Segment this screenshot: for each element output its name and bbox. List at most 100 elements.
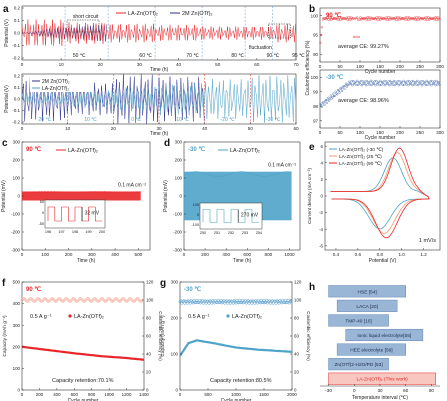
y-tick-label-f: 500: [13, 280, 21, 285]
x-tick-label-a-bottom: 50: [248, 126, 254, 131]
ce-point-minus30C: [398, 80, 401, 83]
ce-point-g: [250, 301, 254, 305]
x-tick-label-a-top: 30: [137, 62, 143, 67]
ce-point-minus30C: [397, 84, 400, 87]
panel-letter-e: e: [309, 142, 315, 153]
inset-y-tick-c: -50: [39, 222, 45, 226]
ce-point-minus30C: [356, 79, 359, 82]
ce-point-90C: [357, 35, 360, 39]
x-axis-label-h: Temperature interval (℃): [352, 395, 408, 401]
x-tick-label-b-bottom: 200: [396, 130, 404, 135]
x-tick-label-d: 0: [183, 252, 186, 257]
x-tick-label-a-bottom: 0: [21, 126, 24, 131]
panel-g-temp: -30 ℃: [184, 286, 201, 293]
y-tick-label-c: 100: [13, 176, 21, 181]
legend-e: LA-Zn(OTf)₂ (25 ℃): [339, 154, 382, 160]
y2-tick-label-g: 0: [294, 388, 297, 393]
x-tick-label-e: 0.4: [333, 252, 340, 257]
y-tick-label-e: -6: [319, 243, 323, 248]
ce-point-minus30C: [368, 81, 371, 84]
panel-letter-a: a: [3, 4, 9, 15]
ce-point-90C: [355, 35, 358, 39]
ce-point-minus30C: [431, 80, 434, 83]
ce-point-g: [253, 301, 257, 305]
y-axis-label-c: Potential (mV): [1, 180, 7, 212]
ce-point-g: [231, 301, 235, 305]
ce-point-minus30C: [338, 91, 341, 94]
panel-g-current: 0.5 A g⁻¹: [188, 314, 210, 320]
range-bar: [328, 285, 406, 298]
x-tick-label-f: 1400: [139, 392, 149, 397]
ce-point-g: [194, 301, 198, 305]
y2-tick-label-g: 120: [294, 280, 302, 285]
voltage-trace-c: [21, 191, 141, 193]
ce-point-minus30C: [377, 80, 380, 84]
ce-point-minus30C: [334, 90, 337, 93]
y-tick-label-b-top: 90: [313, 52, 318, 57]
y-tick-label-g: 200: [171, 316, 179, 321]
range-bar: [336, 299, 398, 312]
x-tick-label-f: 0: [21, 392, 24, 397]
ce-point-minus30C: [408, 80, 411, 83]
range-bar: [328, 314, 389, 327]
ce-point-90C: [319, 41, 322, 44]
inset-x-tick-c: 200: [99, 230, 105, 234]
ce-point-minus30C: [396, 82, 399, 86]
x-tick-label-e: 0.6: [355, 252, 362, 257]
inset-y-tick-c: 50: [40, 200, 44, 204]
y2-axis-label-f: Coulombic efficiency (%): [158, 311, 163, 361]
ce-point-minus30C: [322, 101, 325, 104]
ce-point-minus30C: [363, 82, 366, 85]
ce-point-g: [191, 301, 195, 305]
ce-point-minus30C: [344, 84, 347, 87]
ce-point-minus30C: [337, 89, 340, 93]
series-LA-Zn(OTf)2-bottom: [21, 75, 297, 123]
y-tick-label-a-top: 0.0: [14, 31, 21, 36]
ce-point-minus30C: [424, 80, 427, 84]
x-tick-label-h: 0: [353, 388, 356, 393]
x-axis-label-c: Time (h): [77, 258, 96, 264]
y-tick-label-d: -200: [173, 230, 182, 235]
y-tick-label-a-top: 0.2: [14, 6, 21, 11]
inset-x-tick-d: 252: [228, 231, 234, 235]
y-tick-label-f: 400: [13, 301, 21, 306]
range-bar: [328, 358, 389, 371]
ce-point-minus30C: [407, 84, 410, 87]
range-bar: [345, 328, 424, 342]
ce-point-minus30C: [412, 83, 416, 86]
voltage-band-c: [22, 191, 141, 201]
y-tick-label-a-bottom: -0.2: [12, 120, 20, 125]
ce-point-g: [195, 298, 199, 302]
ce-point-minus30C: [435, 79, 438, 83]
panel-letter-h: h: [309, 282, 315, 293]
x-tick-label-a-bottom: 10: [65, 126, 71, 131]
x-tick-label-h: 60: [403, 388, 409, 393]
range-bar-label: Zn(OTf)2-H2O/PD [53]: [334, 362, 382, 368]
ce-point-minus30C: [386, 82, 389, 85]
x-tick-label-d: 400: [222, 252, 230, 257]
x-tick-label-e: 1.0: [398, 252, 405, 257]
ce-point-g: [265, 298, 269, 302]
y-tick-label-a-bottom: 0.2: [14, 74, 21, 79]
y-tick-label-f: 0: [18, 388, 21, 393]
x-tick-label-c: 200: [65, 252, 73, 257]
x-tick-label-a-top: 20: [98, 62, 104, 67]
x-tick-label-d: 200: [201, 252, 209, 257]
y2-tick-label-f: 80: [146, 316, 151, 321]
ce-point-minus30C: [393, 83, 396, 87]
capacity-curve-f: [21, 345, 145, 361]
y-tick-label-d: 300: [175, 140, 183, 145]
legend-e: LA-Zn(OTf)₂ (90 ℃): [339, 161, 382, 167]
panel-b-avg-top: average CE: 99.27%: [338, 44, 389, 50]
y-tick-label-a-bottom: -0.1: [12, 108, 20, 113]
ce-point-minus30C: [352, 80, 355, 83]
x-tick-label-b-bottom: 100: [356, 130, 364, 135]
x-axis-label-a-bottom: Time (h): [150, 131, 169, 137]
ce-point-g: [284, 298, 287, 302]
scan-rate: 1 mV/s: [419, 238, 436, 244]
x-tick-label-b-bottom: 150: [376, 130, 384, 135]
inset-trace-c: [47, 206, 102, 222]
x-tick-label-g: 1000: [231, 392, 241, 397]
y2-tick-label-g: 20: [294, 370, 299, 375]
